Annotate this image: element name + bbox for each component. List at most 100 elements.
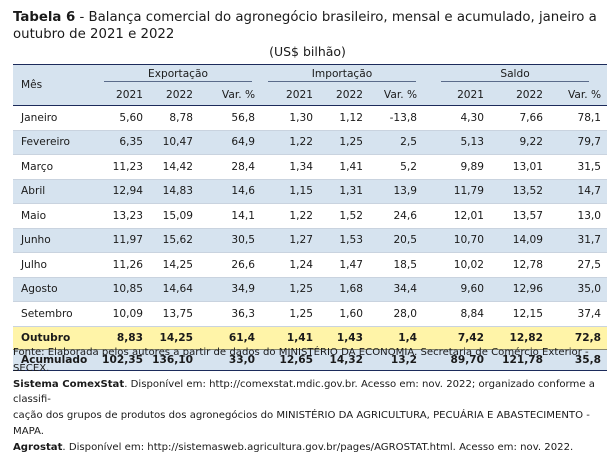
row-value: 12,94 [95,179,149,204]
row-value: 5,60 [95,105,149,131]
row-month: Fevereiro [13,130,95,155]
row-value: 78,1 [549,105,608,131]
row-value: 31,7 [549,228,608,253]
row-value: 64,9 [199,130,262,155]
header-col: Var. % [549,85,608,106]
row-value: 12,15 [490,301,550,327]
row-value: 14,25 [149,252,199,278]
row-value: 10,47 [149,130,199,155]
row-value: 1,22 [261,203,320,229]
row-value: 26,6 [199,252,262,278]
row-value: 31,5 [549,154,608,180]
row-value: 1,25 [261,277,320,302]
header-col: Var. % [199,85,262,106]
row-value: 20,5 [369,228,424,253]
row-value: 1,53 [319,228,370,253]
table-row: Julho 11,26 14,25 26,6 1,24 1,47 18,5 10,02 12,7… [13,252,608,278]
row-value: 7,42 [423,325,491,350]
row-value: 1,25 [319,130,370,155]
header-col: 2022 [319,85,370,106]
row-value: 102,35 [95,349,149,371]
row-value: 4,30 [423,105,491,131]
table-row: Outubro 8,83 14,25 61,4 1,41 1,43 1,4 7,42 12,82… [13,325,608,350]
row-value: 13,01 [490,154,550,180]
row-value: 1,4 [369,325,424,350]
row-value: 10,02 [423,252,491,278]
footer-comexstat: Sistema ComexStat [13,378,125,390]
row-value: 35,8 [549,349,608,371]
row-value: 9,22 [490,130,550,155]
table-row: Acumulado 102,35 136,10 33,0 12,65 14,32 13,2 8… [13,349,608,371]
row-value: 1,47 [319,252,370,278]
row-value: 14,1 [199,203,262,229]
row-value: 13,0 [549,203,608,229]
row-value: 12,96 [490,277,550,302]
row-value: 28,0 [369,301,424,327]
row-value: 72,8 [549,325,608,350]
row-value: 10,85 [95,277,149,302]
row-value: 13,75 [149,301,199,327]
header-col: 2022 [490,85,550,106]
row-value: 1,27 [261,228,320,253]
row-month: Abril [13,179,95,204]
row-value: 13,23 [95,203,149,229]
row-value: 37,4 [549,301,608,327]
row-value: 1,41 [261,325,320,350]
row-value: 9,89 [423,154,491,180]
footer-source-line: Fonte: Elaborada pelos autores a partir … [13,347,589,374]
row-value: 8,84 [423,301,491,327]
row-value: 12,78 [490,252,550,278]
table-row: Março 11,23 14,42 28,4 1,34 1,41 5,2 9,89 13,01 3… [13,154,608,180]
row-value: 6,35 [95,130,149,155]
row-value: 10,09 [95,301,149,327]
table-row: Fevereiro 6,35 10,47 64,9 1,22 1,25 2,5 5,13 9,2… [13,130,608,155]
header-col: 2022 [149,85,199,106]
row-value: 13,57 [490,203,550,229]
table-row: Maio 13,23 15,09 14,1 1,22 1,52 24,6 12,01 13,57… [13,203,608,229]
row-value: 14,25 [149,325,199,350]
row-value: 121,78 [490,349,550,371]
row-value: 13,9 [369,179,424,204]
row-value: 14,6 [199,179,262,204]
header-exportacao: Exportação [95,64,262,85]
row-value: 34,4 [369,277,424,302]
row-value: 1,24 [261,252,320,278]
footer-line-4: Agrostat. Disponível em: http://sistemas… [13,441,574,453]
header-col: 2021 [261,85,320,106]
row-month: Junho [13,228,95,253]
row-value: 14,64 [149,277,199,302]
row-value: 27,5 [549,252,608,278]
row-value: 15,62 [149,228,199,253]
row-value: 13,2 [369,349,424,371]
row-value: 11,97 [95,228,149,253]
row-value: 14,32 [319,349,370,371]
row-value: 30,5 [199,228,262,253]
row-value: 1,22 [261,130,320,155]
row-value: 13,52 [490,179,550,204]
row-value: 34,9 [199,277,262,302]
row-month: Agosto [13,277,95,302]
row-value: 14,7 [549,179,608,204]
row-month: Acumulado [13,349,95,371]
footer-line-3: cação dos grupos de produtos dos agroneg… [13,410,590,437]
trade-balance-table: Mês Exportação Importação Saldo 2021 202… [13,64,608,371]
header-saldo: Saldo [423,64,608,85]
row-value: 1,60 [319,301,370,327]
header-importacao: Importação [261,64,424,85]
table-unit: (US$ bilhão) [269,44,346,59]
header-col: 2021 [423,85,491,106]
row-value: 1,34 [261,154,320,180]
row-value: 1,30 [261,105,320,131]
row-value: 28,4 [199,154,262,180]
row-value: 14,83 [149,179,199,204]
row-value: 11,23 [95,154,149,180]
header-col: Var. % [369,85,424,106]
row-month: Julho [13,252,95,278]
row-value: 56,8 [199,105,262,131]
row-value: 11,79 [423,179,491,204]
row-value: 136,10 [149,349,199,371]
row-value: 1,12 [319,105,370,131]
row-value: -13,8 [369,105,424,131]
table-row: Abril 12,94 14,83 14,6 1,15 1,31 13,9 11,79 13,5… [13,179,608,204]
row-month: Outubro [13,325,95,350]
